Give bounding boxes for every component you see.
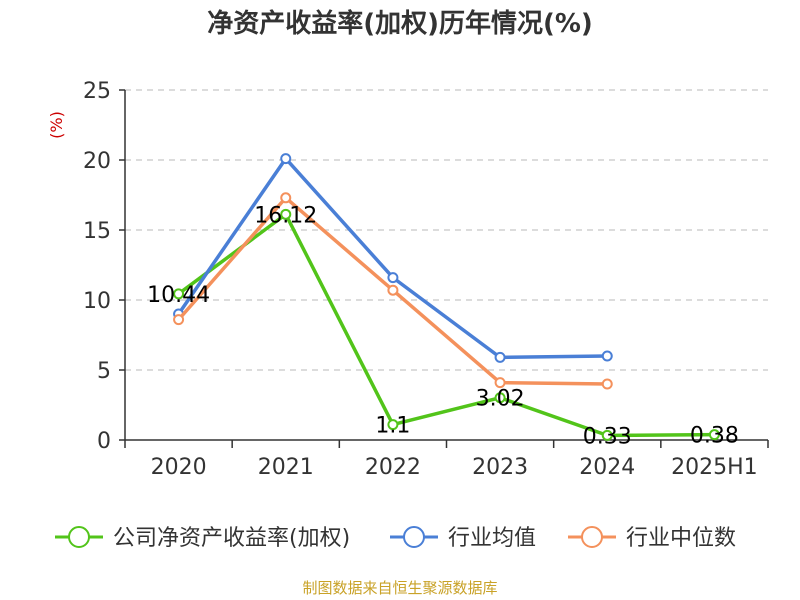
data-point <box>280 208 292 220</box>
legend-swatch-marker <box>68 526 90 548</box>
x-tick-label: 2024 <box>579 455 635 480</box>
source-note: 制图数据来自恒生聚源数据库 <box>302 579 497 597</box>
data-label: 1.1 <box>375 414 410 439</box>
chart-title: 净资产收益率(加权)历年情况(%) <box>207 8 593 39</box>
data-label: 10.44 <box>147 283 210 308</box>
data-point <box>280 192 292 204</box>
x-tick-label: 2025H1 <box>671 455 758 480</box>
data-point <box>173 288 185 300</box>
data-point <box>601 350 613 362</box>
data-point <box>494 392 506 404</box>
data-label: 16.12 <box>254 203 317 228</box>
legend-label: 行业中位数 <box>626 526 736 551</box>
series-lines <box>173 153 720 441</box>
y-tick-label: 15 <box>83 219 111 244</box>
legend-swatch-marker <box>581 526 603 548</box>
x-tick-label: 2023 <box>472 455 528 480</box>
legend[interactable]: 公司净资产收益率(加权) 行业均值 行业中位数 <box>55 526 736 551</box>
legend-label: 公司净资产收益率(加权) <box>113 526 350 551</box>
series-line-1 <box>177 156 608 360</box>
data-point <box>601 378 613 390</box>
gridlines <box>125 89 768 371</box>
y-tick-label: 20 <box>83 149 111 174</box>
data-point <box>387 419 399 431</box>
legend-swatch-marker <box>403 526 425 548</box>
y-tick-label: 25 <box>83 79 111 104</box>
y-tick-label: 5 <box>97 359 111 384</box>
x-tick-label: 2022 <box>365 455 421 480</box>
x-tick-label: 2020 <box>151 455 207 480</box>
y-tick-label: 10 <box>83 289 111 314</box>
data-label: 3.02 <box>476 387 525 412</box>
data-point <box>280 153 292 165</box>
y-tick-label: 0 <box>97 429 111 454</box>
data-point <box>387 272 399 284</box>
data-point <box>601 429 613 441</box>
series-line-0 <box>177 212 715 438</box>
data-point <box>494 377 506 389</box>
data-point <box>708 429 720 441</box>
axes: 0 5 10 15 20 25 2020 2021 2022 2023 2024 2025H1 <box>83 79 769 480</box>
y-axis-unit: (%) <box>47 111 66 139</box>
data-point <box>494 351 506 363</box>
data-point <box>173 314 185 326</box>
data-label: 0.33 <box>583 424 632 449</box>
legend-label: 行业均值 <box>448 526 536 551</box>
data-point <box>387 284 399 296</box>
data-labels: 10.44 16.12 1.1 3.02 0.33 0.38 <box>147 203 739 449</box>
x-tick-label: 2021 <box>258 455 314 480</box>
data-label: 0.38 <box>690 424 739 449</box>
